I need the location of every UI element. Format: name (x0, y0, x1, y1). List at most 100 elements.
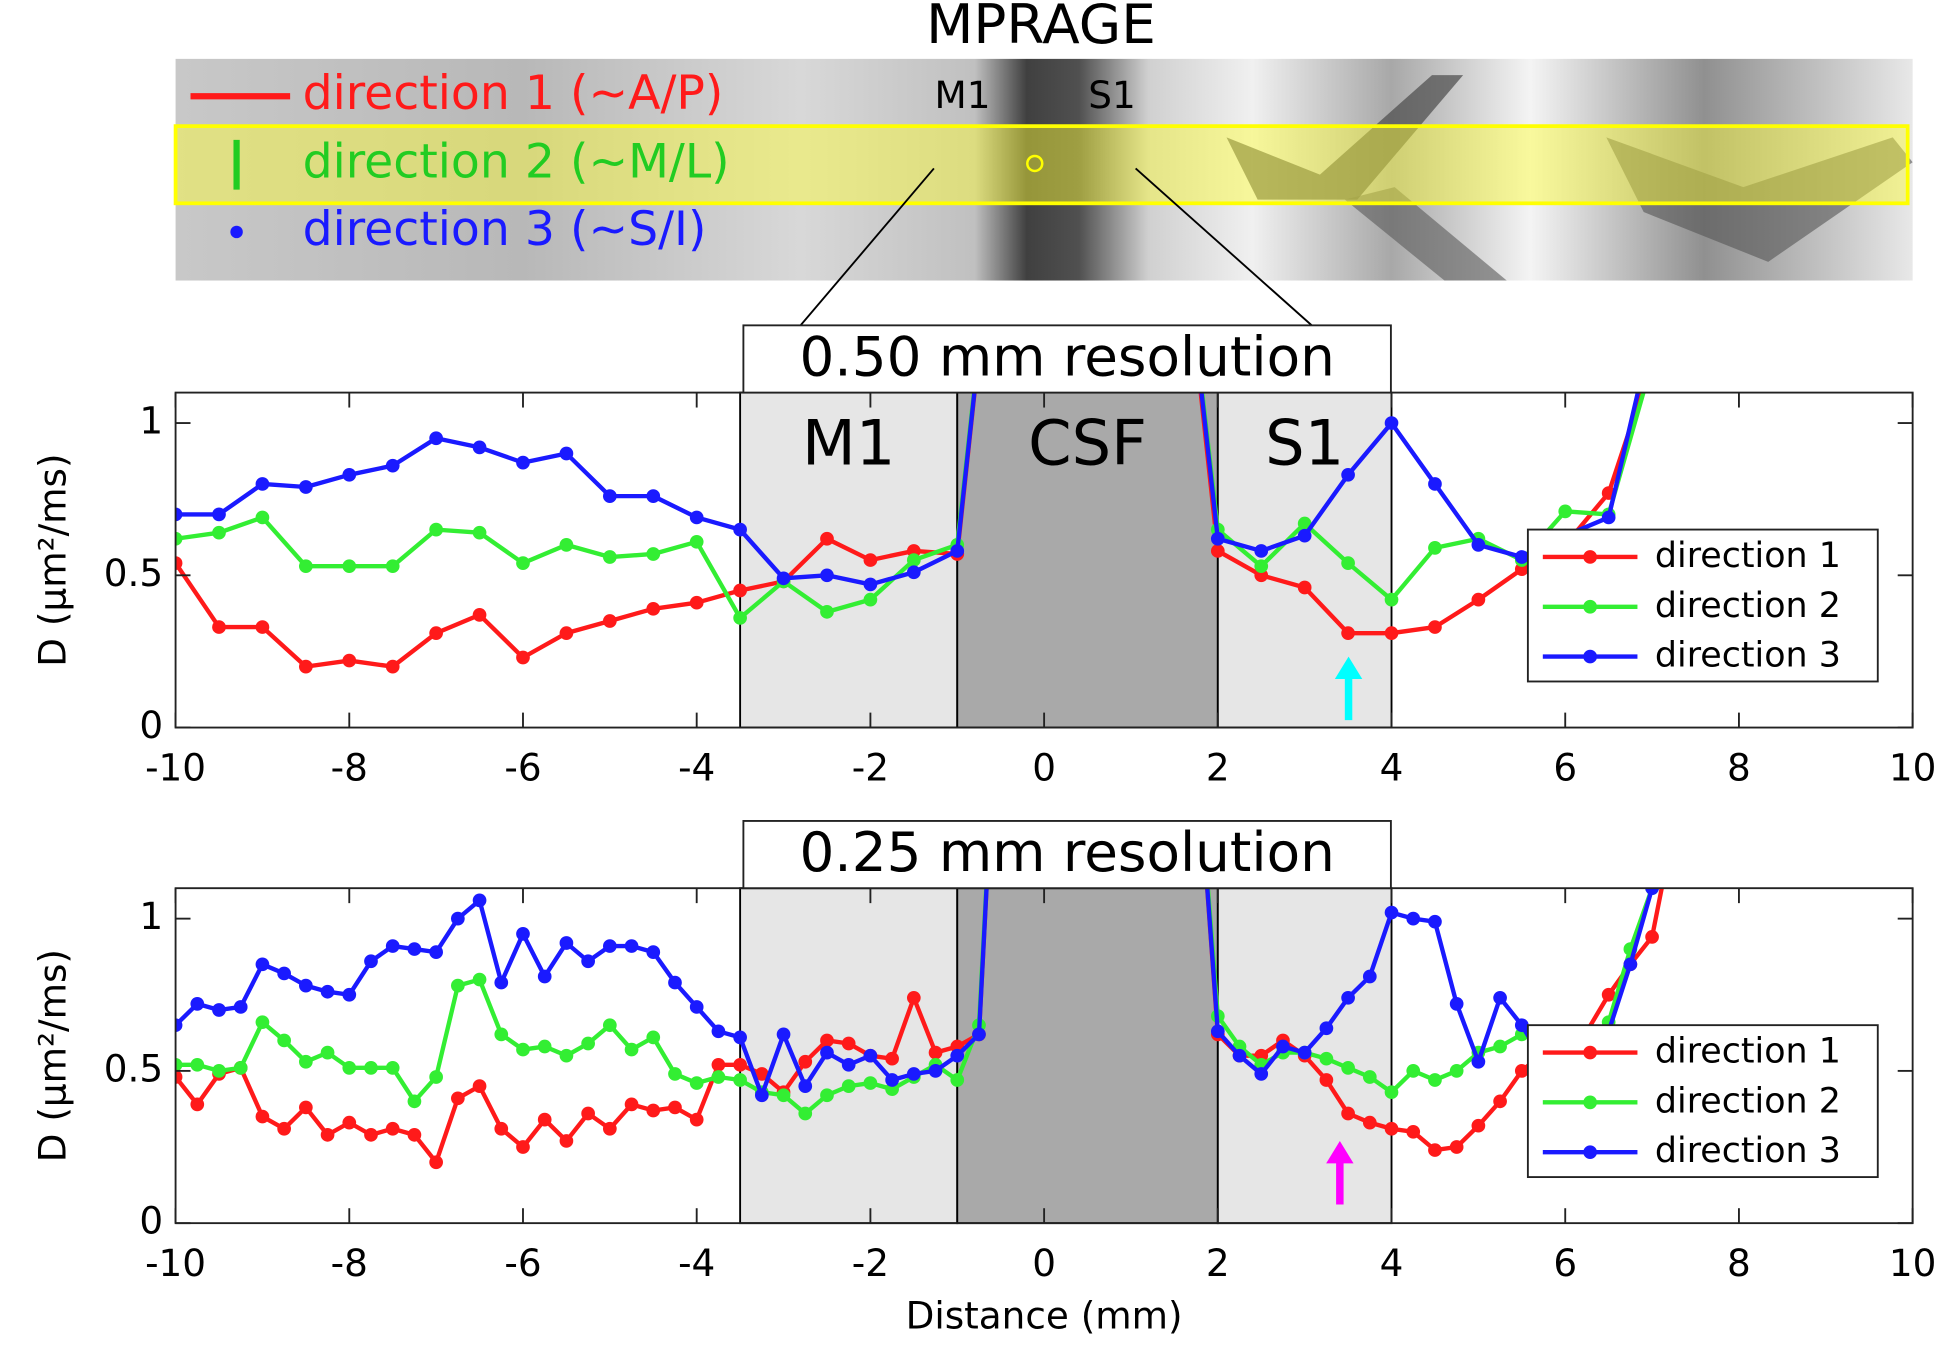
data-point (602, 550, 617, 564)
legend-label: direction 2 (1655, 1081, 1841, 1121)
data-point (733, 611, 747, 625)
data-point (863, 553, 878, 567)
data-point (385, 458, 400, 473)
data-point (1210, 1024, 1225, 1039)
region (956, 887, 1219, 1225)
data-point (1297, 516, 1312, 531)
data-point (733, 1073, 747, 1087)
data-point (1514, 1018, 1529, 1033)
data-point (429, 626, 443, 641)
data-point (646, 1103, 661, 1118)
data-point (1645, 888, 1659, 896)
data-point (798, 1054, 813, 1069)
data-point (689, 595, 704, 610)
data-point (255, 1015, 270, 1030)
data-point (299, 480, 313, 494)
data-point (342, 1060, 357, 1075)
data-point (581, 1106, 595, 1121)
data-point (841, 1079, 856, 1093)
data-point (190, 997, 205, 1011)
image-legend-text: direction 2 (~M/L) (303, 135, 730, 190)
data-point (450, 911, 465, 926)
data-point (407, 942, 422, 956)
data-point (711, 1024, 726, 1039)
data-point (754, 1067, 769, 1081)
x-tick-label: 2 (1206, 1241, 1230, 1285)
mri-sulcus (1606, 137, 1913, 262)
y-tick-label: 0 (139, 1199, 163, 1243)
data-point (1406, 1124, 1421, 1139)
data-point (1297, 1045, 1312, 1060)
y-tick-label: 1 (139, 399, 163, 443)
data-point (1319, 1073, 1334, 1087)
data-point (559, 1134, 574, 1148)
legend-label: direction 1 (1655, 536, 1841, 576)
data-point (299, 1100, 313, 1115)
data-point (950, 1073, 965, 1087)
data-point (175, 556, 183, 570)
data-point (1362, 1070, 1377, 1084)
data-point (820, 531, 834, 546)
data-point (342, 653, 357, 668)
x-tick-label: 8 (1727, 745, 1751, 789)
data-point (1384, 416, 1399, 430)
data-point (624, 1097, 639, 1112)
data-point (175, 1057, 183, 1072)
data-point (602, 614, 617, 628)
data-point (1493, 990, 1507, 1005)
x-tick-label: -6 (504, 745, 541, 789)
data-point (559, 537, 574, 552)
x-tick-label: -8 (331, 745, 368, 789)
data-point (233, 1060, 248, 1075)
data-point (1384, 592, 1399, 607)
data-point (668, 975, 682, 990)
chart-title: 0.50 mm resolution (799, 324, 1334, 388)
data-point (1493, 1039, 1507, 1054)
data-point (1341, 467, 1355, 482)
data-point (711, 1057, 726, 1072)
data-point (668, 1067, 682, 1081)
data-point (1493, 1094, 1507, 1109)
data-point (342, 467, 357, 482)
legend-key (230, 225, 243, 239)
data-point (1471, 537, 1486, 552)
data-point (1428, 477, 1442, 491)
data-point (972, 1027, 986, 1042)
data-point (255, 510, 270, 525)
data-point (581, 1036, 595, 1051)
data-point (602, 1121, 617, 1136)
data-point (407, 1094, 422, 1109)
data-point (1319, 1051, 1334, 1066)
data-point (602, 1018, 617, 1033)
legend-label: direction 2 (1655, 586, 1841, 626)
y-tick-label: 0.5 (104, 1046, 163, 1090)
legend-label: direction 3 (1655, 1131, 1841, 1171)
data-point (624, 939, 639, 953)
data-point (863, 577, 878, 592)
data-point (1254, 1067, 1269, 1081)
data-point (1601, 510, 1616, 525)
data-point (1514, 550, 1529, 564)
data-point (537, 1112, 552, 1127)
data-point (494, 1027, 509, 1042)
chart-panel: M1 CSF S1 -10 -8 -6 -4 -2 0 2 4 6 8 10 0 0.5 1 D (μm²/ms)… (30, 324, 1936, 789)
data-point (820, 604, 834, 619)
data-point (689, 1000, 704, 1014)
data-point (885, 1073, 899, 1087)
data-point (1449, 1064, 1464, 1078)
data-point (342, 1115, 357, 1130)
data-point (1645, 355, 1659, 369)
data-point (1667, 790, 1681, 804)
data-point (1319, 1021, 1334, 1036)
data-point (212, 507, 226, 522)
data-point (1645, 355, 1659, 369)
data-point (1254, 559, 1269, 574)
data-point (950, 1048, 965, 1063)
data-point (1189, 729, 1203, 743)
data-point (516, 927, 530, 941)
region (739, 887, 959, 1225)
data-point (1428, 541, 1442, 555)
data-point (906, 565, 921, 580)
data-point (450, 978, 465, 993)
data-point (863, 592, 878, 607)
